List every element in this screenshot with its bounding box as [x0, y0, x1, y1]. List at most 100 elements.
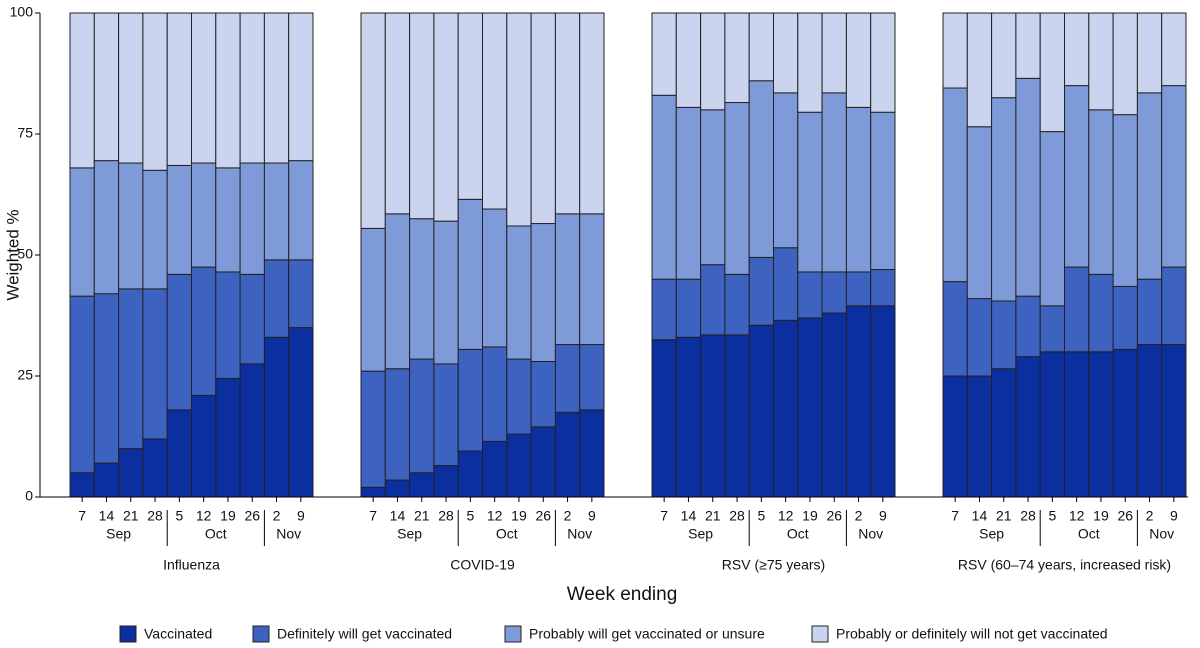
- bar-segment: [433, 363, 459, 467]
- bar-segment: [457, 348, 484, 452]
- bar-segment: [870, 12, 896, 113]
- bar-segment: [1161, 266, 1187, 346]
- bar-segment: [118, 162, 144, 290]
- bar-segment: [651, 12, 677, 96]
- bar-segment: [142, 288, 168, 440]
- bar-segment: [142, 12, 168, 171]
- bar-segment: [482, 12, 508, 210]
- month-label: Sep: [397, 526, 422, 542]
- bar-segment: [482, 440, 508, 498]
- bar-segment: [1112, 285, 1138, 350]
- bar-segment: [1039, 351, 1065, 498]
- bar-segment: [845, 305, 872, 498]
- bar-segment: [1064, 85, 1090, 268]
- bar-segment: [700, 334, 726, 498]
- x-tick-label: 26: [1117, 508, 1133, 524]
- bar-segment: [700, 109, 726, 266]
- month-label: Oct: [787, 526, 809, 542]
- bar-segment: [384, 12, 411, 215]
- bar-segment: [773, 247, 799, 321]
- bar-segment: [1136, 344, 1163, 498]
- bar-segment: [845, 12, 872, 108]
- legend-swatch: [504, 625, 522, 643]
- bar-segment: [1161, 344, 1187, 498]
- panel-label: RSV (≥75 years): [722, 557, 825, 573]
- x-tick-label: 26: [244, 508, 260, 524]
- bar-segment: [942, 375, 968, 498]
- bar-segment: [166, 409, 192, 498]
- panel-label: COVID-19: [450, 557, 515, 573]
- bar-segment: [433, 220, 459, 365]
- bar-segment: [942, 87, 968, 283]
- bar-segment: [93, 462, 120, 498]
- bar-segment: [239, 12, 265, 164]
- bar-segment: [191, 266, 217, 396]
- legend-swatch: [252, 625, 270, 643]
- bar-segment: [239, 363, 265, 498]
- bar-segment: [530, 223, 556, 362]
- bar-segment: [773, 319, 799, 498]
- bar-segment: [1039, 305, 1065, 353]
- legend-swatch: [811, 625, 829, 643]
- bar-segment: [530, 360, 556, 428]
- bar-segment: [482, 346, 508, 442]
- bar-segment: [942, 281, 968, 377]
- bar-segment: [700, 12, 726, 111]
- y-tick-label: 25: [17, 367, 33, 383]
- x-tick-label: 28: [438, 508, 454, 524]
- y-tick-label: 75: [17, 125, 33, 141]
- bar-segment: [215, 167, 241, 273]
- bar-segment: [724, 273, 750, 336]
- bar-segment: [1112, 348, 1138, 498]
- bar-segment: [433, 12, 459, 222]
- legend-label: Definitely will get vaccinated: [277, 626, 452, 642]
- month-label: Oct: [496, 526, 518, 542]
- bar-segment: [579, 12, 605, 215]
- panel-label: RSV (60–74 years, increased risk): [958, 557, 1171, 573]
- x-tick-label: 7: [660, 508, 668, 524]
- bar-segment: [1064, 351, 1090, 498]
- bar-segment: [506, 433, 532, 498]
- x-tick-label: 12: [196, 508, 212, 524]
- bar-segment: [457, 450, 484, 498]
- x-tick-label: 19: [220, 508, 236, 524]
- bar-segment: [239, 162, 265, 275]
- bar-segment: [991, 300, 1017, 370]
- bar-segment: [191, 394, 217, 498]
- y-tick-label: 0: [25, 488, 33, 504]
- month-label: Nov: [1149, 526, 1174, 542]
- bar-segment: [991, 368, 1017, 498]
- x-tick-label: 21: [414, 508, 430, 524]
- x-tick-label: 14: [99, 508, 115, 524]
- x-tick-label: 12: [778, 508, 794, 524]
- x-tick-label: 21: [123, 508, 139, 524]
- bar-segment: [118, 288, 144, 450]
- month-label: Sep: [979, 526, 1004, 542]
- bar-segment: [360, 12, 386, 229]
- bar-segment: [360, 486, 386, 498]
- x-tick-label: 5: [466, 508, 474, 524]
- bar-segment: [579, 344, 605, 411]
- bar-segment: [797, 111, 823, 273]
- bar-segment: [675, 12, 702, 108]
- bar-segment: [215, 271, 241, 379]
- x-tick-label: 7: [78, 508, 86, 524]
- panel-label: Influenza: [163, 557, 220, 573]
- x-tick-label: 14: [390, 508, 406, 524]
- bar-segment: [409, 12, 435, 220]
- bar-segment: [433, 465, 459, 498]
- bar-segment: [991, 97, 1017, 302]
- bar-segment: [748, 324, 775, 498]
- bar-segment: [821, 312, 847, 498]
- bar-segment: [360, 227, 386, 372]
- x-tick-label: 19: [802, 508, 818, 524]
- bar-segment: [966, 298, 993, 377]
- x-tick-label: 2: [1146, 508, 1154, 524]
- bar-segment: [530, 426, 556, 498]
- bar-segment: [530, 12, 556, 225]
- x-tick-label: 21: [705, 508, 721, 524]
- x-tick-label: 26: [535, 508, 551, 524]
- bar-segment: [1088, 273, 1114, 353]
- bar-segment: [579, 213, 605, 346]
- legend-swatch: [119, 625, 137, 643]
